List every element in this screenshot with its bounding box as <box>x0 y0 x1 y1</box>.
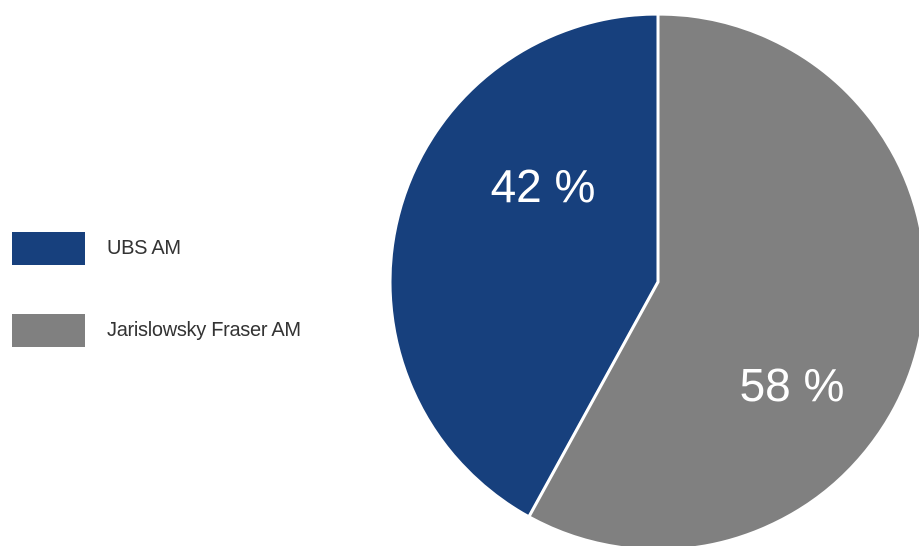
slice-label-ubs-am: 42 % <box>491 160 596 212</box>
legend-label-jarislowsky-fraser-am: Jarislowsky Fraser AM <box>107 318 301 341</box>
slice-label-jarislowsky-fraser-am: 58 % <box>740 359 845 411</box>
legend-swatch-jarislowsky-fraser-am <box>12 313 85 347</box>
pie-slice-jarislowsky-fraser-am <box>527 12 919 546</box>
legend-label-ubs-am: UBS AM <box>107 236 181 259</box>
pie-slice-ubs-am <box>388 12 660 519</box>
chart-legend: UBS AM Jarislowsky Fraser AM <box>12 228 301 392</box>
legend-swatch-ubs-am <box>12 231 85 265</box>
legend-item-jarislowsky-fraser-am: Jarislowsky Fraser AM <box>12 310 301 350</box>
legend-item-ubs-am: UBS AM <box>12 228 301 268</box>
